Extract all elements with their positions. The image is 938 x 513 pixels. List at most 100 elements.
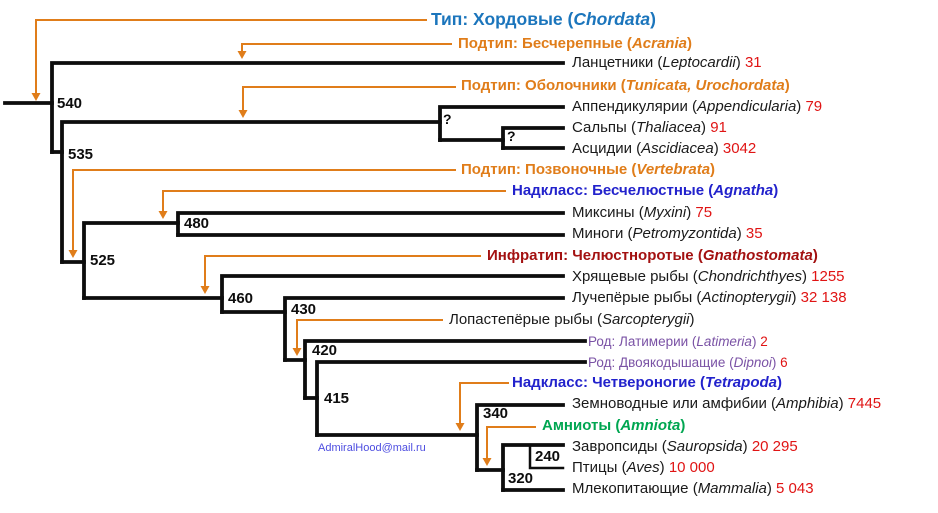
latin-name: Amniota bbox=[620, 417, 681, 434]
pointer-gnathostomata bbox=[204, 255, 481, 287]
row-text: ) bbox=[659, 459, 669, 476]
node-age-540: 540 bbox=[57, 95, 83, 112]
watermark-email: AdmiralHood@mail.ru bbox=[318, 442, 426, 454]
latin-name: Mammalia bbox=[697, 480, 767, 497]
node-age-525: 525 bbox=[90, 252, 116, 269]
latin-name: Dipnoi bbox=[733, 355, 772, 370]
row-text: ) bbox=[771, 355, 781, 370]
row-text: Инфратип: Челюстноротые ( bbox=[487, 247, 703, 264]
row-text: ) bbox=[776, 374, 782, 391]
arrowhead-amniota bbox=[482, 458, 492, 466]
row-text: ) bbox=[735, 54, 745, 71]
row-text: Миксины ( bbox=[572, 204, 644, 221]
pointer-tetrapoda bbox=[459, 382, 509, 424]
row-type-chordata: Тип: Хордовые (Chordata) bbox=[431, 10, 656, 28]
row-text: Сальпы ( bbox=[572, 119, 636, 136]
node-age-320: 320 bbox=[508, 470, 534, 487]
row-text: ) bbox=[838, 395, 848, 412]
species-count: 6 bbox=[780, 355, 788, 370]
latin-name: Thaliacea bbox=[635, 119, 702, 136]
row-text: Надкласс: Четвероногие ( bbox=[512, 374, 706, 391]
row-leaf-myxini: Миксины (Myxini) 75 bbox=[572, 204, 712, 222]
row-text: ) bbox=[736, 225, 746, 242]
row-text: ) bbox=[701, 119, 711, 136]
row-text: ) bbox=[680, 417, 686, 434]
row-text: ) bbox=[773, 182, 779, 199]
row-text: ) bbox=[686, 204, 696, 221]
row-text: ) bbox=[796, 98, 806, 115]
row-text: Лопастепёрые рыбы ( bbox=[449, 311, 602, 328]
row-text: Подтип: Бесчерепные ( bbox=[458, 35, 632, 52]
latin-name: Tunicata, Urochordata bbox=[625, 77, 785, 94]
row-text: Завропсиды ( bbox=[572, 438, 667, 455]
node-age-240: 240 bbox=[535, 448, 561, 465]
latin-name: Latimeria bbox=[696, 334, 752, 349]
species-count: 75 bbox=[695, 204, 713, 221]
node-age-430: 430 bbox=[291, 301, 317, 318]
row-text: Подтип: Оболочники ( bbox=[461, 77, 626, 94]
latin-name: Actinopterygii bbox=[701, 289, 792, 306]
row-leaf-petromyzontida: Миноги (Petromyzontida) 35 bbox=[572, 225, 763, 243]
black-branches bbox=[3, 61, 587, 492]
species-count: 91 bbox=[710, 119, 727, 136]
row-text: Род: Латимерии ( bbox=[588, 334, 697, 349]
species-count: 1255 bbox=[811, 268, 845, 285]
row-text: Род: Двоякодышащие ( bbox=[588, 355, 734, 370]
latin-name: Ascidiacea bbox=[641, 140, 714, 157]
row-text: Ланцетники ( bbox=[572, 54, 663, 71]
arrowhead-vertebrata bbox=[68, 250, 78, 258]
row-text: ) bbox=[710, 161, 716, 178]
arrowhead-tunicata bbox=[238, 110, 248, 118]
row-clade-sarcopterygii: Лопастепёрые рыбы (Sarcopterygii) bbox=[449, 311, 695, 329]
row-text: Надкласс: Бесчелюстные ( bbox=[512, 182, 714, 199]
pointer-chordata bbox=[35, 19, 427, 94]
row-text: Подтип: Позвоночные ( bbox=[461, 161, 637, 178]
row-text: ) bbox=[713, 140, 723, 157]
row-text: Тип: Хордовые ( bbox=[431, 9, 574, 29]
node-age-420: 420 bbox=[312, 342, 338, 359]
row-text: ) bbox=[812, 247, 818, 264]
row-text: Млекопитающие ( bbox=[572, 480, 698, 497]
row-text: Птицы ( bbox=[572, 459, 627, 476]
row-text: Амниоты ( bbox=[542, 417, 621, 434]
species-count: 2 bbox=[760, 334, 768, 349]
node-age-535: 535 bbox=[68, 146, 94, 163]
latin-name: Acrania bbox=[631, 35, 687, 52]
row-leaf-leptocardii: Ланцетники (Leptocardii) 31 bbox=[572, 54, 762, 72]
clade-pointer-lines bbox=[35, 19, 536, 459]
latin-name: Petromyzontida bbox=[632, 225, 737, 242]
pointer-vertebrata bbox=[72, 169, 456, 251]
node-age-415: 415 bbox=[324, 390, 350, 407]
row-genus-latimeria: Род: Латимерии (Latimeria) 2 bbox=[588, 333, 768, 351]
arrowhead-gnathostomata bbox=[200, 286, 210, 294]
row-leaf-actinopterygii: Лучепёрые рыбы (Actinopterygii) 32 138 bbox=[572, 289, 847, 307]
row-leaf-mammalia: Млекопитающие (Mammalia) 5 043 bbox=[572, 480, 814, 498]
latin-name: Appendicularia bbox=[697, 98, 797, 115]
row-infratype-gnathostomata: Инфратип: Челюстноротые (Gnathostomata) bbox=[487, 247, 818, 265]
node-age-340: 340 bbox=[483, 405, 509, 422]
pointer-agnatha bbox=[162, 190, 506, 212]
latin-name: Sauropsida bbox=[666, 438, 743, 455]
node-age-480: 480 bbox=[184, 215, 210, 232]
row-leaf-amphibia: Земноводные или амфибии (Amphibia) 7445 bbox=[572, 395, 881, 413]
row-superclass-tetrapoda: Надкласс: Четвероногие (Tetrapoda) bbox=[512, 374, 782, 392]
row-leaf-thaliacea: Сальпы (Thaliacea) 91 bbox=[572, 119, 727, 137]
latin-name: Amphibia bbox=[776, 395, 839, 412]
row-leaf-ascidiacea: Асцидии (Ascidiacea) 3042 bbox=[572, 140, 756, 158]
row-text: Аппендикулярии ( bbox=[572, 98, 698, 115]
row-text: ) bbox=[686, 35, 692, 52]
arrowhead-tetrapoda bbox=[455, 423, 465, 431]
pointer-tunicata bbox=[242, 86, 456, 111]
species-count: 10 000 bbox=[668, 459, 715, 476]
latin-name: Tetrapoda bbox=[705, 374, 777, 391]
node-age-unknown-tunicata-2: ? bbox=[507, 128, 516, 144]
row-text: ) bbox=[766, 480, 777, 497]
row-text: ) bbox=[801, 268, 812, 285]
row-text: Лучепёрые рыбы ( bbox=[572, 289, 702, 306]
species-count: 7445 bbox=[847, 395, 882, 412]
clade-pointer-arrowheads bbox=[31, 51, 492, 466]
node-age-unknown-tunicata-1: ? bbox=[443, 111, 452, 127]
node-age-460: 460 bbox=[228, 290, 254, 307]
row-superclass-agnatha: Надкласс: Бесчелюстные (Agnatha) bbox=[512, 182, 778, 200]
